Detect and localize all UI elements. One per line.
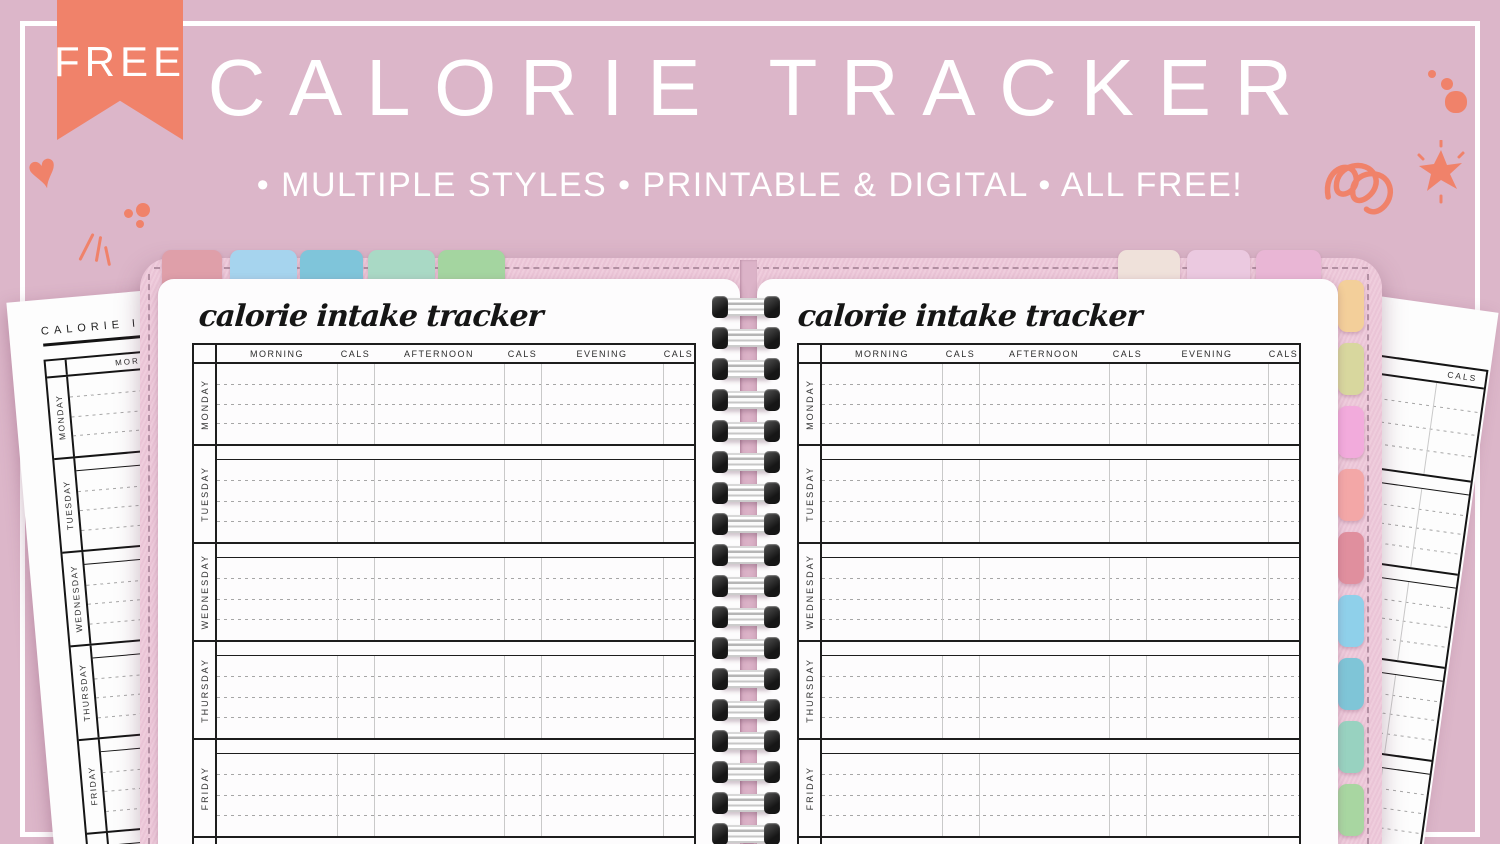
- column-header: CALS: [663, 348, 694, 359]
- day-label: MONDAY: [53, 394, 68, 441]
- spiral-coil: [712, 792, 780, 814]
- divider-tab: [1338, 595, 1364, 647]
- spiral-coil: [712, 513, 780, 535]
- divider-tab: [1338, 721, 1364, 773]
- day-row: SATURDAY: [799, 838, 1299, 844]
- spiral-coil: [712, 761, 780, 783]
- dot-decoration: [1441, 78, 1453, 90]
- divider-tab: [1338, 406, 1364, 458]
- day-row: SATURDAY: [194, 838, 694, 844]
- spiral-coil: [712, 699, 780, 721]
- day-row: MONDAY: [799, 364, 1299, 446]
- dot-decoration: [1445, 91, 1467, 113]
- column-header: MORNING: [250, 348, 304, 359]
- spiral-coil: [712, 327, 780, 349]
- page-title: CALORIE TRACKER: [207, 43, 1316, 132]
- tracker-title: calorie intake tracker: [197, 299, 544, 334]
- day-row: THURSDAY: [194, 642, 694, 740]
- title-underline: [43, 334, 147, 347]
- day-label: MONDAY: [804, 378, 815, 430]
- spiral-coil: [712, 451, 780, 473]
- divider-tab: [1338, 658, 1364, 710]
- day-label: TUESDAY: [199, 466, 210, 522]
- spiral-coil: [712, 420, 780, 442]
- day-label: WEDNESDAY: [199, 554, 210, 630]
- day-row: FRIDAY: [799, 740, 1299, 838]
- column-header: CALS: [945, 348, 976, 359]
- cover-stitching: [148, 274, 150, 844]
- cover-stitching: [1367, 274, 1369, 844]
- spiral-coil: [712, 544, 780, 566]
- column-header: CALS: [1112, 348, 1143, 359]
- spiral-coil: [712, 730, 780, 752]
- calorie-table: MORNING CALS AFTERNOON CALS EVENING CALS…: [192, 343, 696, 844]
- day-label: THURSDAY: [199, 657, 210, 723]
- column-header: CALS: [340, 348, 371, 359]
- table-header-row: MORNING CALS AFTERNOON CALS EVENING CALS: [799, 345, 1299, 364]
- day-label: FRIDAY: [804, 765, 815, 811]
- star-icon: [1412, 139, 1470, 209]
- tracker-title: calorie intake tracker: [796, 299, 1143, 334]
- day-row: FRIDAY: [194, 740, 694, 838]
- day-label: FRIDAY: [85, 765, 100, 807]
- divider-tab: [1338, 280, 1364, 332]
- divider-tab: [1338, 469, 1364, 521]
- planner-page-right: calorie intake tracker MORNING CALS AFTE…: [757, 279, 1338, 844]
- spiral-coil: [712, 296, 780, 318]
- day-label: TUESDAY: [804, 466, 815, 522]
- spiral-coil: [712, 606, 780, 628]
- day-row: THURSDAY: [799, 642, 1299, 740]
- day-label: MONDAY: [199, 378, 210, 430]
- table-header-row: MORNING CALS AFTERNOON CALS EVENING CALS: [194, 345, 694, 364]
- column-header: CALS: [1446, 369, 1478, 384]
- page-subtitle: • MULTIPLE STYLES • PRINTABLE & DIGITAL …: [256, 166, 1244, 204]
- day-label: THURSDAY: [804, 657, 815, 723]
- divider-tab: [1338, 343, 1364, 395]
- column-header: AFTERNOON: [403, 348, 474, 359]
- day-label: WEDNESDAY: [804, 554, 815, 630]
- spiral-coil: [712, 637, 780, 659]
- dot-decoration: [124, 209, 133, 218]
- spiral-coil: [712, 389, 780, 411]
- calorie-table: MORNING CALS AFTERNOON CALS EVENING CALS…: [797, 343, 1301, 844]
- spiral-coil: [712, 668, 780, 690]
- column-header: CALS: [1268, 348, 1299, 359]
- spiral-coil: [712, 358, 780, 380]
- free-badge-label: FREE: [54, 38, 187, 85]
- day-row: TUESDAY: [194, 446, 694, 544]
- column-header: AFTERNOON: [1008, 348, 1079, 359]
- day-column-spacer: [799, 345, 822, 362]
- dot-decoration: [1428, 70, 1436, 78]
- day-column-spacer: [45, 359, 68, 377]
- column-header: EVENING: [1181, 348, 1233, 359]
- day-column-spacer: [194, 345, 217, 362]
- day-row: WEDNESDAY: [194, 544, 694, 642]
- spiral-coil: [712, 482, 780, 504]
- day-row: WEDNESDAY: [799, 544, 1299, 642]
- column-header: EVENING: [576, 348, 628, 359]
- day-label: WEDNESDAY: [68, 564, 84, 633]
- divider-tab: [1338, 784, 1364, 836]
- column-header: MORNING: [855, 348, 909, 359]
- planner-page-left: calorie intake tracker MORNING CALS AFTE…: [158, 279, 740, 844]
- day-row: MONDAY: [194, 364, 694, 446]
- column-header: CALS: [507, 348, 538, 359]
- spiral-coil: [712, 575, 780, 597]
- squiggle-icon: [1320, 150, 1402, 227]
- day-label: THURSDAY: [76, 663, 92, 722]
- dot-decoration: [136, 220, 144, 228]
- dot-decoration: [136, 203, 150, 217]
- cover-stitching: [154, 267, 1368, 269]
- day-label: TUESDAY: [60, 479, 75, 531]
- spiral-coil: [712, 823, 780, 844]
- day-row: TUESDAY: [799, 446, 1299, 544]
- day-label: FRIDAY: [199, 765, 210, 811]
- divider-tab: [1338, 532, 1364, 584]
